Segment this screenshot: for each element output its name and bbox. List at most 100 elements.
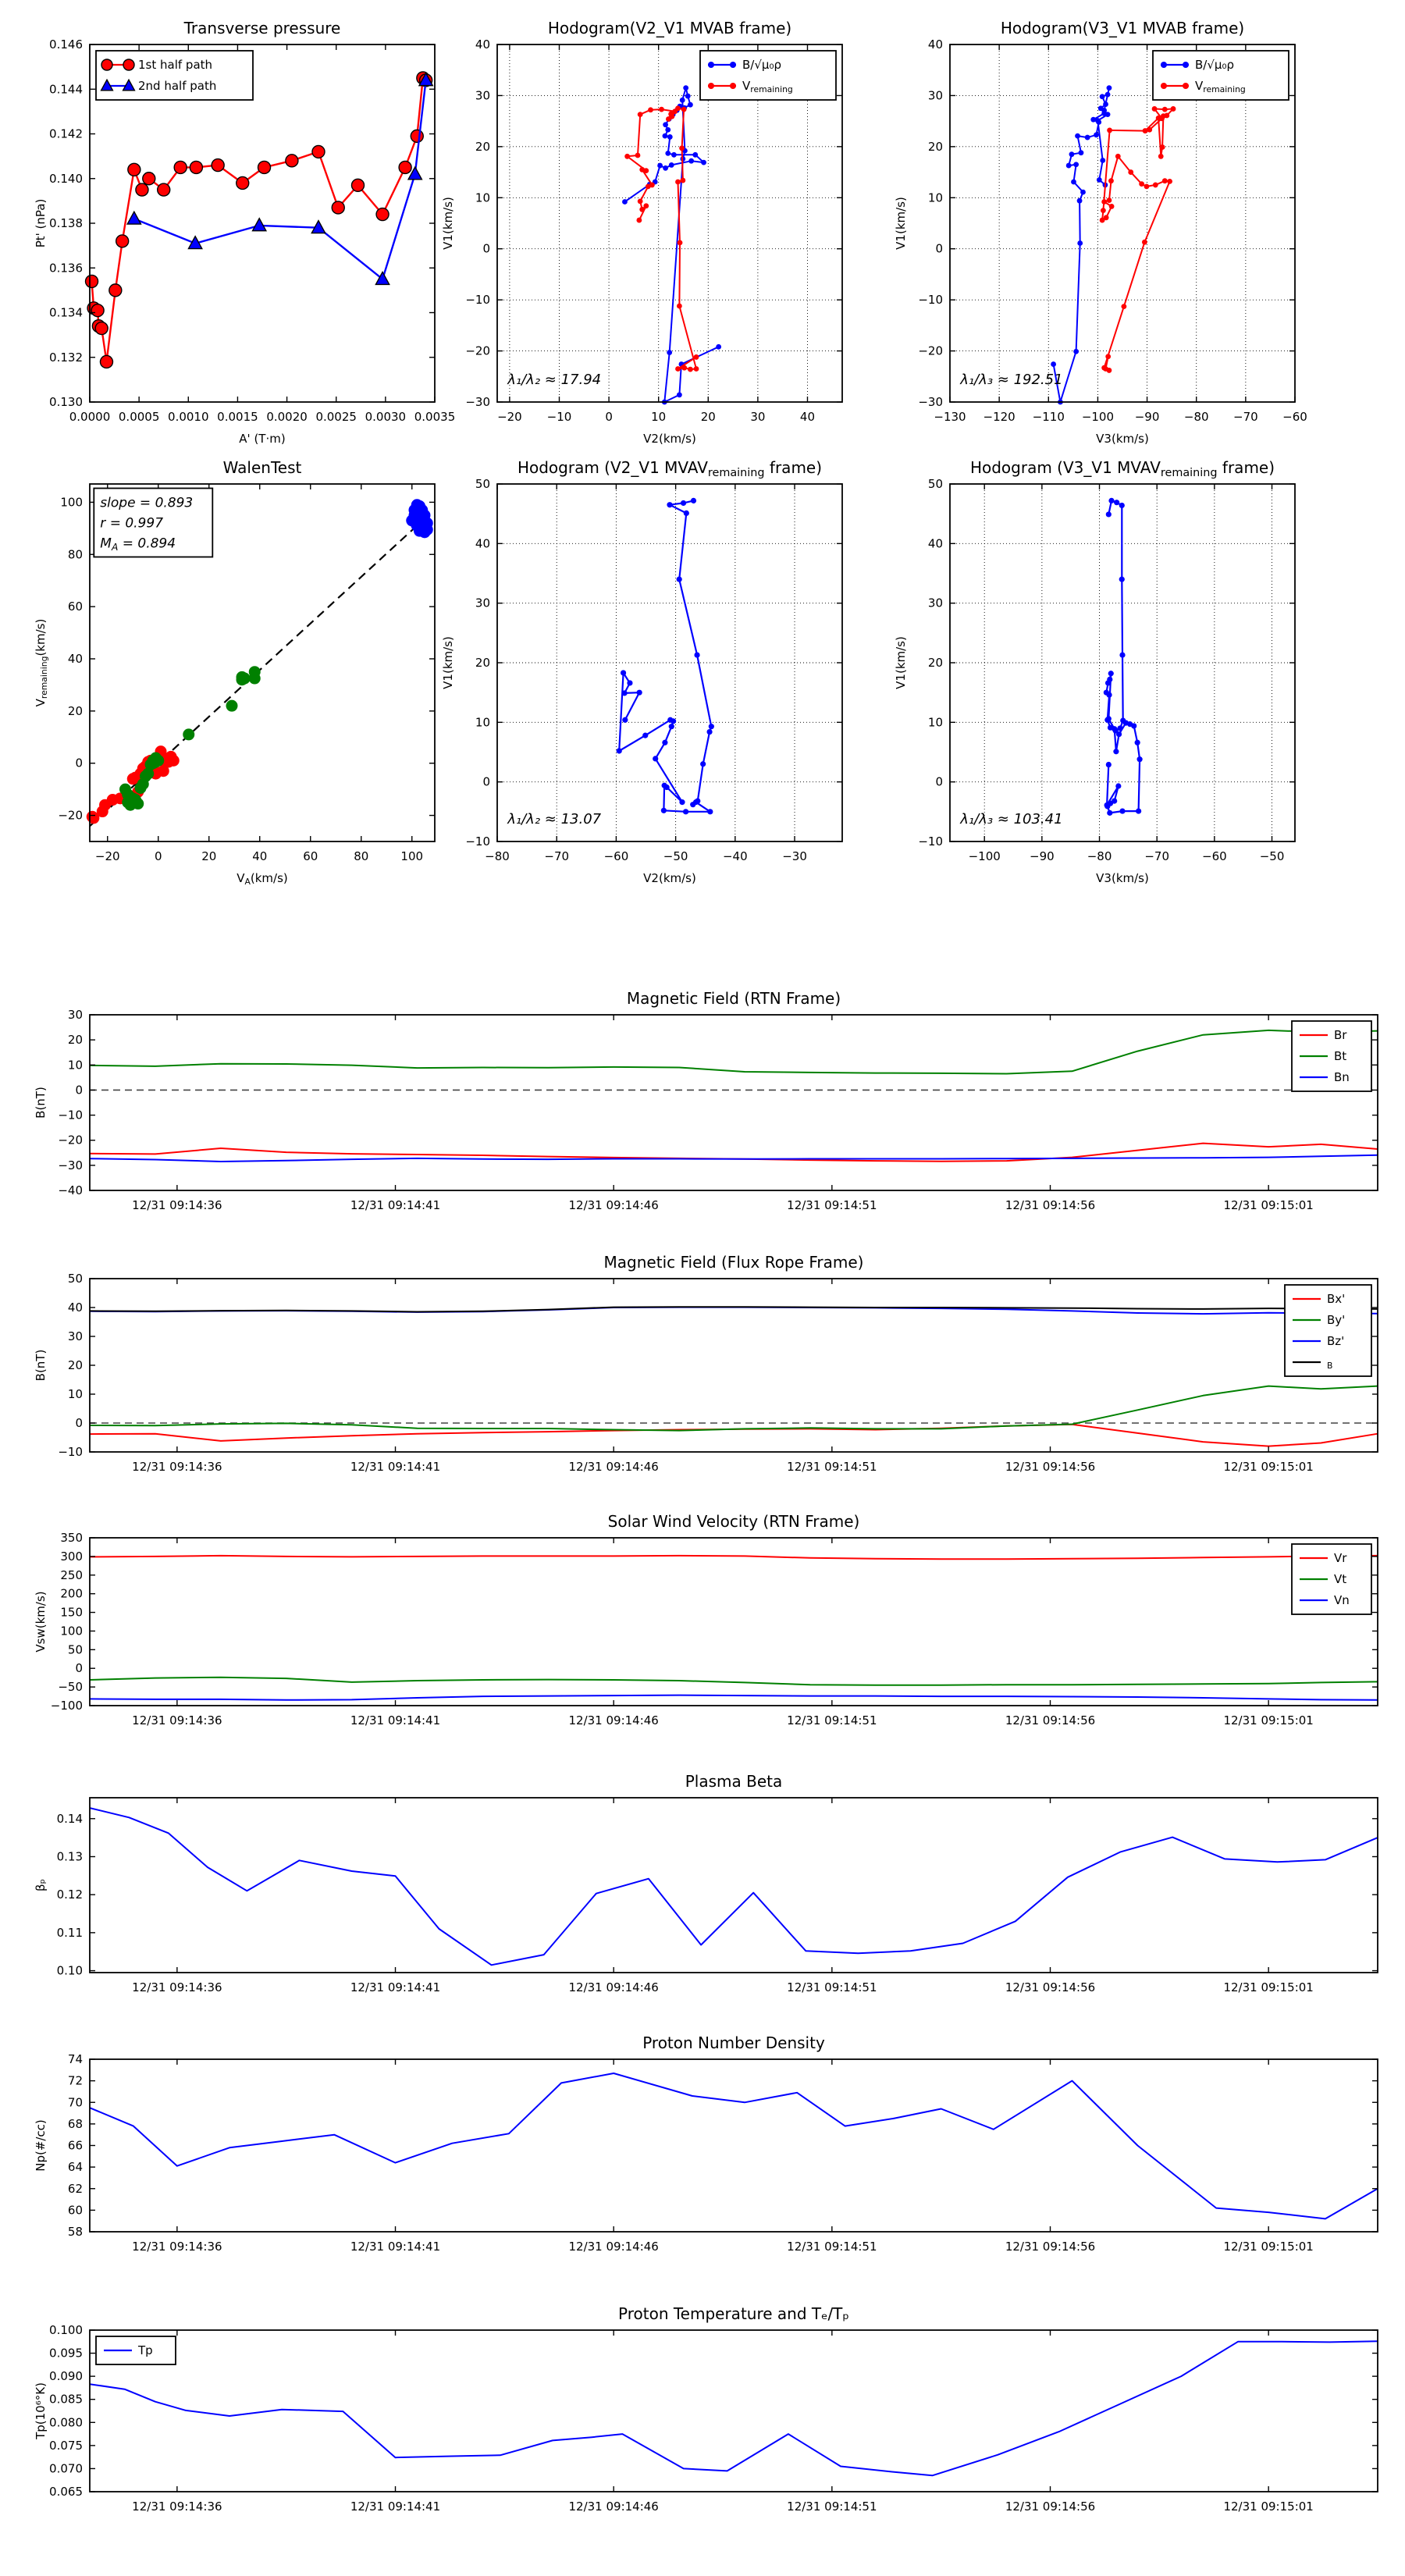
axes-frame: [89, 1014, 1378, 1191]
y-tick-label: 250: [60, 1568, 83, 1582]
x-tick-label: −110: [1033, 410, 1065, 424]
legend: Tp: [95, 2336, 176, 2365]
x-tick-label: −90: [1030, 849, 1055, 863]
x-tick-label: 12/31 09:14:46: [568, 2240, 658, 2254]
y-tick-label: 0.146: [49, 37, 83, 52]
x-tick-label: −90: [1135, 410, 1160, 424]
series-bt: [89, 1029, 1378, 1075]
series-v-remaining-hodogram: [616, 497, 714, 815]
y-tick-label: 80: [68, 547, 83, 561]
walen-test-svg: −20 0 20 40 60 80 100 −20 0 20 40 60 80 100 WalenTest V…: [34, 458, 436, 887]
y-tick-label: 0.090: [49, 2369, 83, 2383]
x-tick-label: −80: [1184, 410, 1209, 424]
y-tick-label: 0.065: [49, 2485, 83, 2499]
x-tick-label: 12/31 09:15:01: [1223, 1198, 1313, 1212]
y-axis-label: Vremaining(km/s): [34, 619, 49, 707]
axes-frame: [89, 2058, 1378, 2233]
chart-title: Magnetic Field (RTN Frame): [627, 989, 841, 1008]
legend: Bx' By' Bz' B: [1284, 1284, 1372, 1377]
chart-title: WalenTest: [223, 458, 302, 477]
y-tick-label: 0.142: [49, 127, 83, 141]
y-tick-label: −100: [51, 1699, 83, 1713]
series-2nd-half-path: [126, 72, 434, 286]
annotation: λ₁/λ₃ ≈ 103.41: [959, 811, 1062, 827]
x-tick-label: 12/31 09:14:41: [350, 1713, 440, 1727]
chart-title: Proton Temperature and Tₑ/Tₚ: [618, 2304, 849, 2323]
y-tick-label: 0.134: [49, 306, 83, 320]
axes-frame: [949, 44, 1296, 403]
series-bx-prime: [89, 1423, 1378, 1447]
x-axis-label: A' (T·m): [239, 432, 285, 446]
legend-label: Vn: [1334, 1593, 1350, 1607]
legend-label: Bn: [1334, 1070, 1350, 1084]
legend-label: Bt: [1334, 1049, 1346, 1063]
proton-temperature-svg: 12/31 09:14:36 12/31 09:14:41 12/31 09:14:…: [34, 2304, 1378, 2514]
x-tick-label: 12/31 09:15:01: [1223, 1713, 1313, 1727]
y-tick-label: 0.13: [57, 1849, 83, 1863]
y-axis-label: V1(km/s): [441, 636, 455, 689]
y-tick-label: 0.080: [49, 2415, 83, 2429]
y-axis-label: V1(km/s): [894, 197, 908, 250]
y-tick-label: 0.075: [49, 2439, 83, 2453]
y-tick-label: 10: [68, 1058, 83, 1072]
x-tick-label: 12/31 09:14:46: [568, 1980, 658, 1994]
series-third-interval-points: [406, 499, 433, 539]
b-rtn-svg: 12/31 09:14:36 12/31 09:14:41 12/31 09:14:…: [34, 989, 1378, 1212]
y-tick-label: −10: [465, 293, 490, 307]
b-flux-rope-svg: 12/31 09:14:36 12/31 09:14:41 12/31 09:14:…: [34, 1253, 1378, 1474]
x-tick-label: 12/31 09:14:41: [350, 2240, 440, 2254]
y-tick-label: 0.12: [57, 1888, 83, 1902]
x-tick-label: 100: [400, 849, 423, 863]
y-tick-label: 300: [60, 1550, 83, 1564]
x-tick-label: 12/31 09:14:46: [568, 1713, 658, 1727]
y-axis-label: Np(#/cc): [34, 2119, 48, 2172]
x-tick-label: 12/31 09:14:46: [568, 1198, 658, 1212]
x-tick-label: 0.0015: [217, 410, 258, 424]
y-tick-label: −10: [58, 1445, 83, 1459]
x-tick-label: −100: [969, 849, 1001, 863]
plot-proton-temperature: 12/31 09:14:36 12/31 09:14:41 12/31 09:14:…: [21, 2297, 1405, 2543]
plot-hodogram-v3v1-mvav: −100 −90 −80 −70 −60 −50 −10 0 10 20 30 40 50 Hodogra…: [881, 451, 1325, 893]
y-tick-label: 10: [475, 190, 490, 205]
y-tick-label: −20: [58, 1133, 83, 1147]
x-axis-label: V3(km/s): [1096, 432, 1149, 446]
series-tp: [89, 2340, 1378, 2477]
chart-title: Proton Number Density: [642, 2033, 825, 2052]
y-tick-label: 20: [68, 1358, 83, 1372]
chart-title: Solar Wind Velocity (RTN Frame): [608, 1512, 860, 1531]
y-tick-label: 0.070: [49, 2461, 83, 2475]
x-tick-label: −60: [1202, 849, 1227, 863]
x-tick-label: 0.0000: [69, 410, 111, 424]
y-tick-label: 20: [68, 1033, 83, 1047]
legend: B/√μ₀ρ Vremaining: [1152, 50, 1289, 101]
axes-frame: [89, 1537, 1378, 1706]
y-tick-label: −10: [918, 293, 943, 307]
series-vr: [89, 1554, 1378, 1560]
legend-label: B: [1327, 1361, 1332, 1371]
legend: B/√μ₀ρ Vremaining: [699, 50, 837, 101]
x-tick-label: 12/31 09:14:51: [787, 2240, 877, 2254]
x-tick-label: 12/31 09:15:01: [1223, 2500, 1313, 2514]
x-tick-label: −80: [485, 849, 510, 863]
legend-label: Vremaining: [742, 79, 793, 94]
x-tick-label: 12/31 09:14:51: [787, 2500, 877, 2514]
series-b-magnitude: [89, 1306, 1378, 1313]
series-proton-beta: [89, 1807, 1378, 1966]
x-tick-label: −70: [544, 849, 569, 863]
chart-title: Hodogram (V3_V1 MVAVremaining frame): [970, 458, 1275, 479]
y-tick-label: 30: [928, 596, 943, 610]
y-tick-label: 0: [75, 1416, 83, 1430]
y-tick-label: 62: [68, 2182, 83, 2196]
y-tick-label: 60: [68, 2203, 83, 2217]
x-tick-label: −60: [604, 849, 629, 863]
x-tick-label: 80: [354, 849, 368, 863]
y-axis-label: V1(km/s): [441, 197, 455, 250]
y-axis-label: Vsw(km/s): [34, 1591, 48, 1652]
legend-label: B/√μ₀ρ: [1195, 58, 1234, 72]
x-tick-label: 12/31 09:14:36: [132, 1198, 222, 1212]
plot-transverse-pressure: 0.0000 0.0005 0.0010 0.0015 0.0020 0.0025 0.00…: [21, 12, 464, 454]
axes-frame: [89, 1797, 1378, 1973]
y-tick-label: 50: [928, 477, 943, 491]
x-tick-label: 12/31 09:15:01: [1223, 1460, 1313, 1474]
y-tick-label: 50: [475, 477, 490, 491]
